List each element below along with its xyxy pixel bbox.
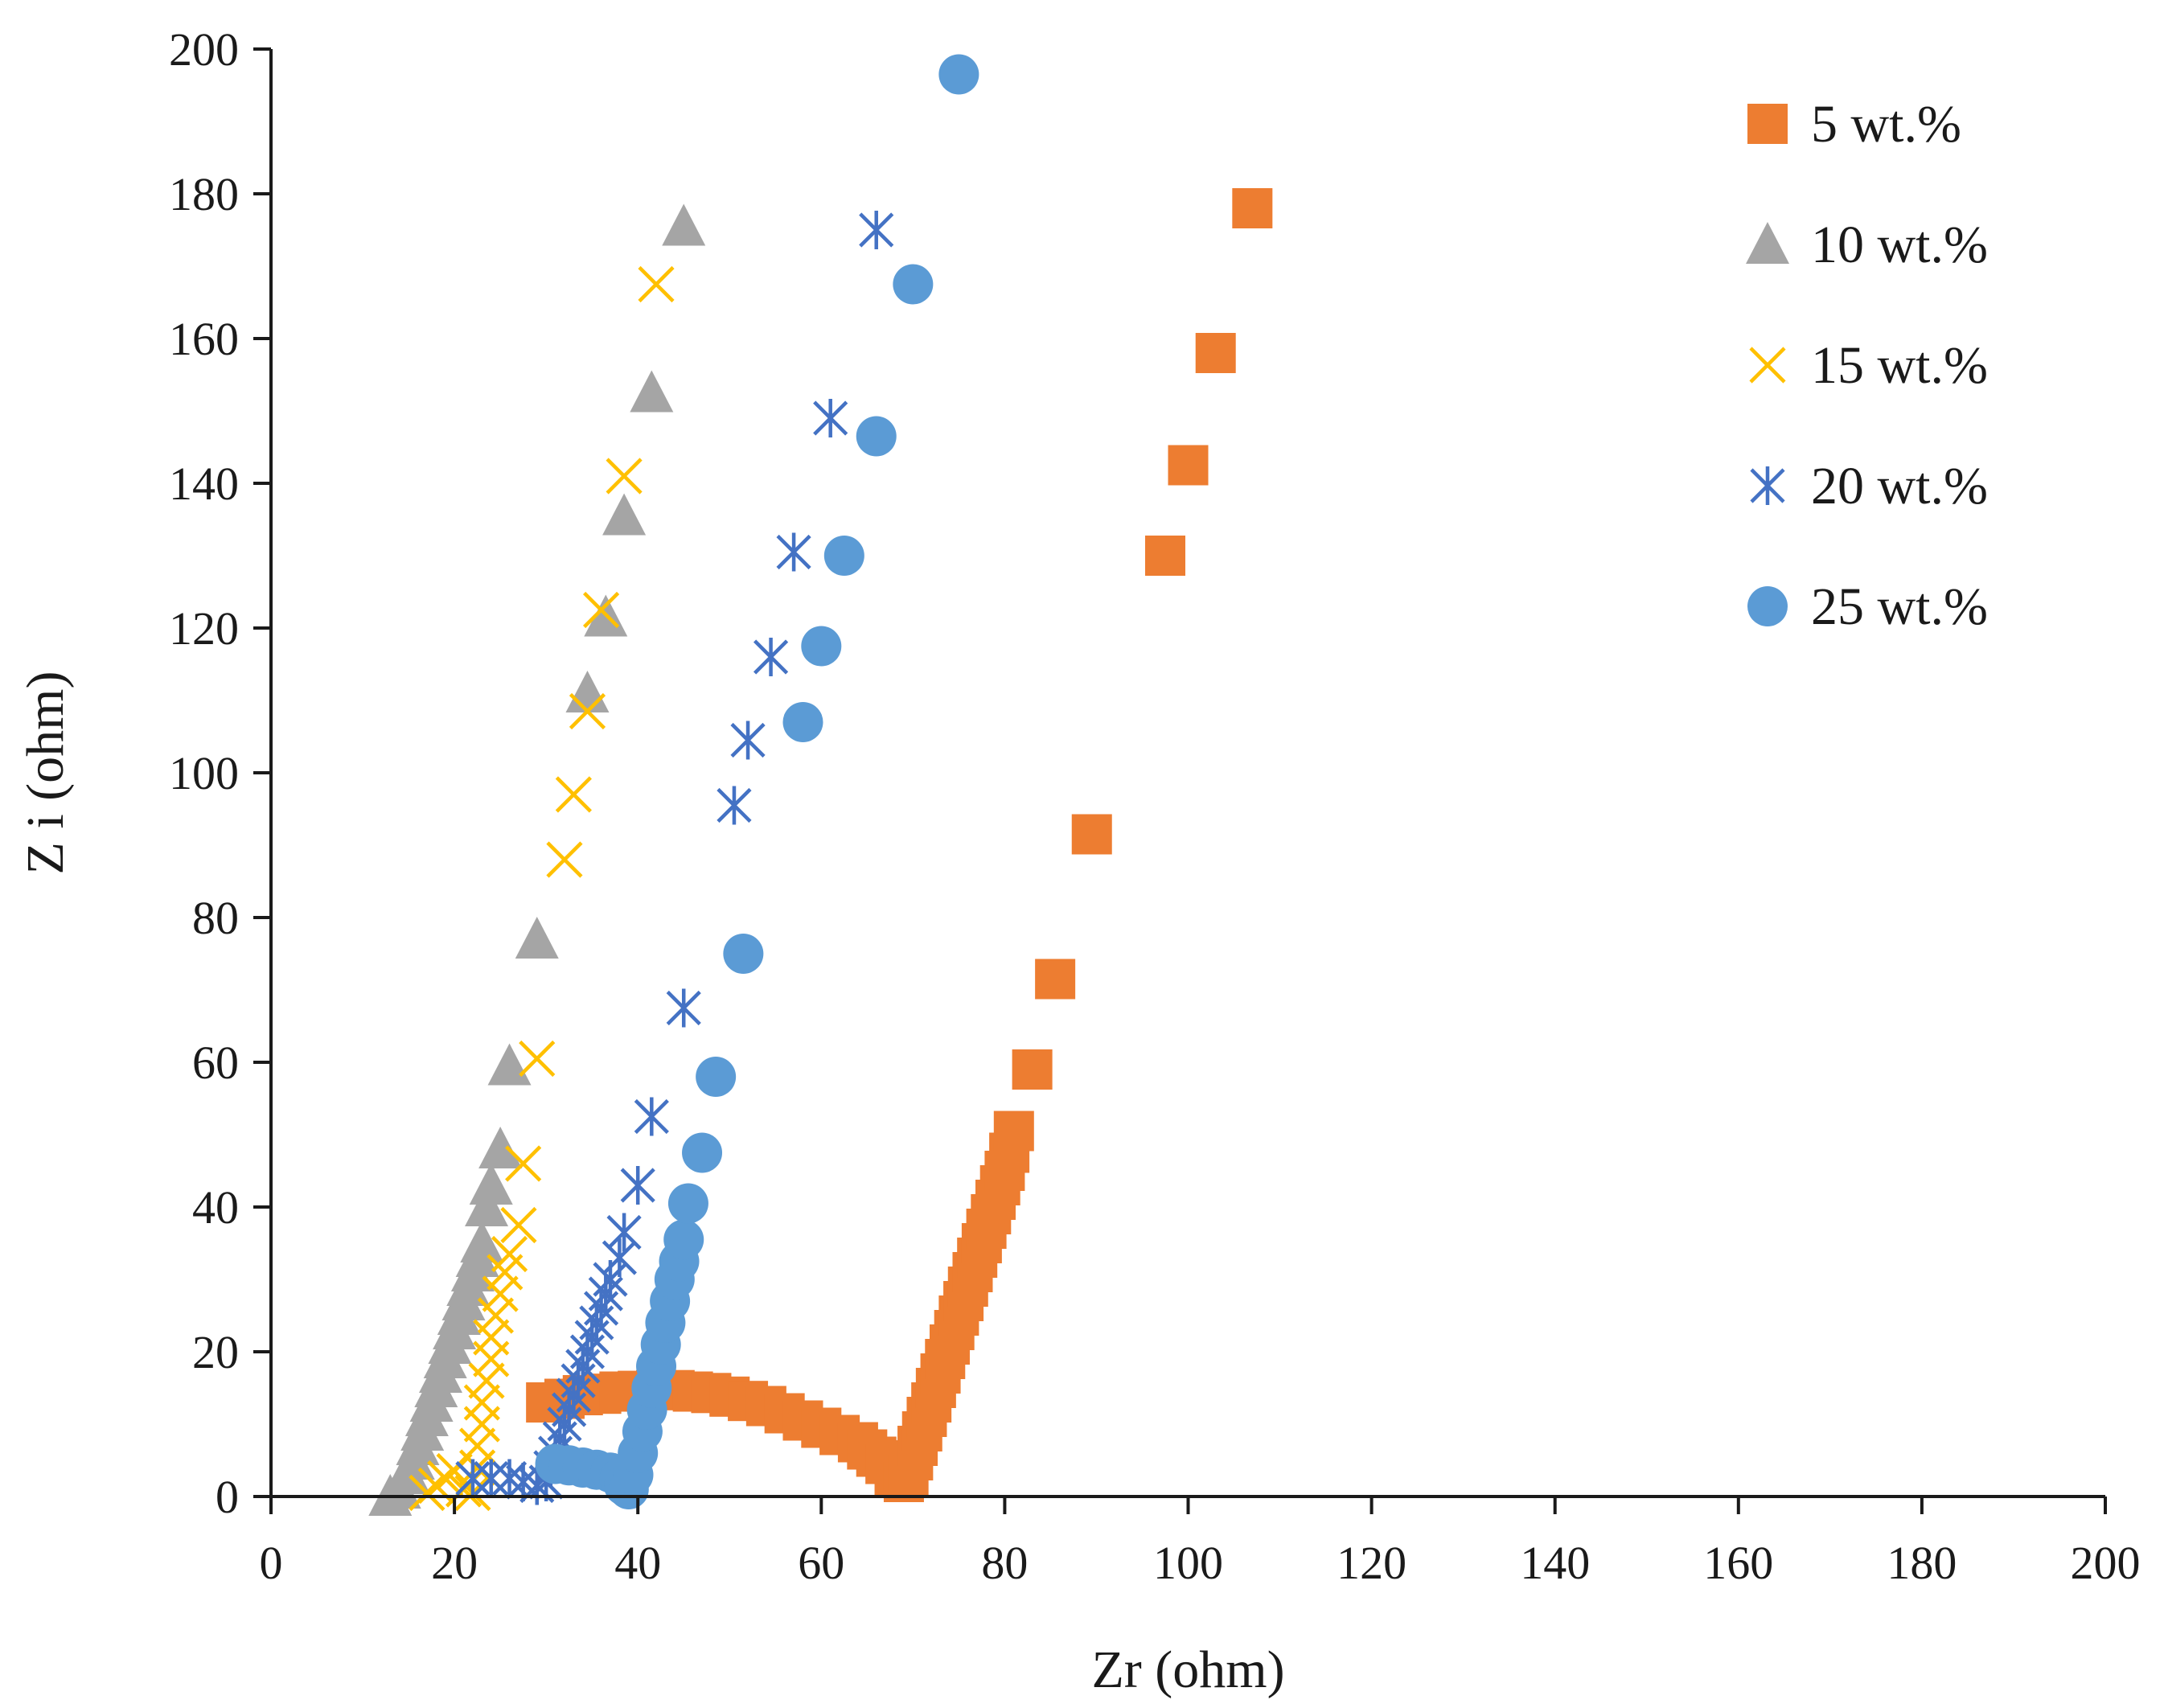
x-tick-label: 200 (2071, 1537, 2141, 1589)
data-point (662, 203, 706, 246)
data-points (368, 54, 1273, 1516)
legend-label: 5 wt.% (1811, 95, 1961, 154)
data-point (477, 1297, 515, 1334)
data-point (776, 532, 811, 572)
y-tick-label: 0 (216, 1471, 239, 1523)
x-tick-label: 80 (981, 1537, 1028, 1589)
legend-label: 15 wt.% (1811, 336, 1988, 395)
data-point (801, 626, 842, 667)
series-asterisk (455, 211, 894, 1505)
y-tick-label: 200 (169, 23, 239, 76)
data-point (555, 776, 592, 813)
data-point (546, 841, 583, 878)
data-point (460, 1221, 504, 1263)
data-point (1144, 536, 1185, 576)
legend-marker (1750, 466, 1785, 505)
data-point (1195, 333, 1236, 373)
legend-marker (1746, 222, 1789, 264)
data-point (459, 1427, 496, 1464)
data-point (1071, 814, 1112, 855)
legend-label: 20 wt.% (1811, 457, 1988, 515)
data-point (455, 1459, 491, 1498)
x-tick-label: 40 (614, 1537, 661, 1589)
data-point (893, 264, 934, 305)
y-tick-label: 80 (192, 892, 239, 944)
data-point (723, 934, 764, 974)
x-tick-label: 120 (1337, 1537, 1406, 1589)
y-axis-ticks: 0 20 40 60 80 100 120 140 160 180 200 (169, 23, 271, 1523)
data-point (620, 1166, 655, 1205)
data-point (582, 591, 620, 629)
data-point (500, 1206, 537, 1244)
data-point (634, 1097, 669, 1136)
series-circle (535, 54, 979, 1509)
data-point (469, 1163, 513, 1205)
data-point (1035, 959, 1076, 1000)
data-point (1168, 445, 1209, 486)
data-point (859, 211, 894, 249)
data-point (730, 721, 766, 760)
data-point (1232, 188, 1273, 228)
data-point (823, 536, 864, 576)
x-tick-label: 20 (431, 1537, 478, 1589)
legend-marker (1749, 347, 1786, 384)
data-point (638, 265, 675, 303)
data-point (473, 1319, 510, 1356)
data-point (478, 1127, 523, 1168)
data-point (813, 399, 848, 437)
data-point (468, 1362, 505, 1399)
data-point (666, 988, 701, 1028)
legend-marker (1747, 586, 1788, 626)
data-point (606, 458, 643, 495)
data-point (491, 1459, 528, 1498)
data-point (505, 1145, 542, 1182)
data-point (682, 1132, 723, 1173)
data-point (515, 917, 559, 959)
data-point (569, 692, 606, 730)
data-point (491, 1235, 528, 1273)
series-triangle (368, 203, 706, 1516)
legend-marker (1747, 104, 1788, 144)
y-tick-label: 40 (192, 1181, 239, 1234)
x-tick-label: 180 (1887, 1537, 1957, 1589)
data-point (993, 1111, 1034, 1152)
data-point (482, 1275, 519, 1312)
data-point (696, 1057, 737, 1097)
data-point (606, 1213, 642, 1252)
data-point (782, 702, 823, 742)
x-tick-label: 0 (260, 1537, 283, 1589)
y-tick-label: 180 (169, 168, 239, 220)
y-tick-label: 160 (169, 313, 239, 365)
y-tick-label: 100 (169, 747, 239, 799)
legend-label: 10 wt.% (1811, 216, 1988, 274)
data-point (856, 416, 897, 457)
data-point (663, 1219, 704, 1260)
x-tick-label: 100 (1153, 1537, 1223, 1589)
data-point (519, 1040, 556, 1078)
legend-label: 25 wt.% (1811, 577, 1988, 636)
x-axis-title: Zr (ohm) (1091, 1640, 1284, 1699)
data-point (463, 1384, 500, 1421)
y-tick-label: 140 (169, 458, 239, 510)
y-tick-label: 120 (169, 602, 239, 655)
y-tick-label: 60 (192, 1037, 239, 1089)
data-point (753, 638, 789, 676)
data-point (938, 54, 979, 95)
series-x (409, 265, 675, 1512)
data-point (465, 1185, 509, 1226)
x-tick-label: 160 (1703, 1537, 1773, 1589)
x-tick-label: 140 (1520, 1537, 1590, 1589)
x-tick-label: 60 (798, 1537, 844, 1589)
data-point (667, 1183, 708, 1224)
data-point (630, 370, 674, 413)
data-point (602, 493, 647, 536)
data-point (717, 786, 752, 825)
x-axis-ticks: 0 20 40 60 80 100 120 140 160 180 200 (260, 1497, 2141, 1589)
data-point (474, 1459, 509, 1498)
y-tick-label: 20 (192, 1326, 239, 1378)
legend: 5 wt.% 10 wt.% 15 wt.% 20 wt.% 25 wt.% (1746, 95, 1988, 636)
y-axis-title: Z i (ohm) (16, 671, 75, 875)
data-point (1012, 1049, 1053, 1090)
